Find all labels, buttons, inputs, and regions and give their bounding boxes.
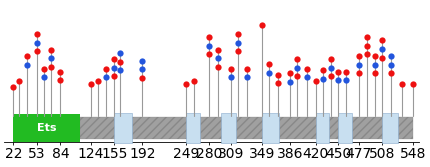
Bar — [221, 113, 236, 143]
Bar — [262, 113, 279, 143]
Bar — [338, 113, 352, 143]
Bar — [186, 113, 200, 143]
Text: Ets: Ets — [37, 123, 56, 133]
Bar — [13, 117, 413, 139]
Bar — [114, 113, 132, 143]
Bar — [80, 117, 413, 139]
Bar — [316, 113, 329, 143]
Bar — [382, 113, 398, 143]
Bar — [13, 114, 80, 142]
